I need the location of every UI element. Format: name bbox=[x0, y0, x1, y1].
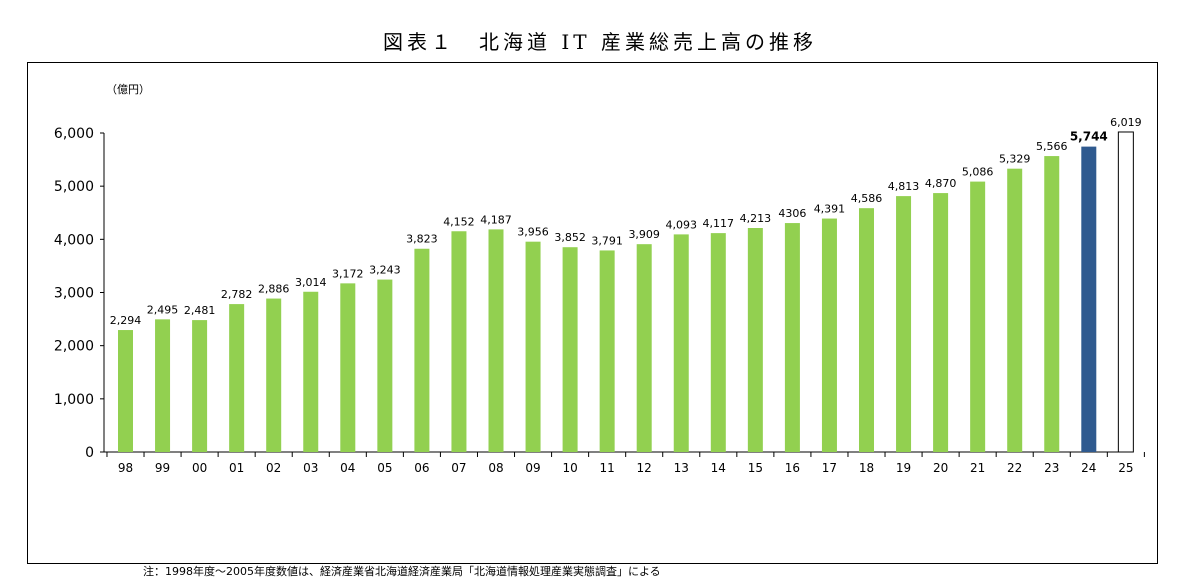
x-tick-label: 11 bbox=[600, 461, 615, 475]
y-tick-label: 5,000 bbox=[54, 179, 94, 195]
bar-25 bbox=[1117, 131, 1134, 453]
x-tick-label: 01 bbox=[229, 461, 244, 475]
bar-15 bbox=[747, 228, 763, 452]
bar-06 bbox=[414, 248, 430, 452]
data-label-14: 4,117 bbox=[703, 217, 735, 230]
x-tick-label: 16 bbox=[785, 461, 800, 475]
x-tick-label: 17 bbox=[822, 461, 837, 475]
data-label-18: 4,586 bbox=[851, 192, 883, 205]
data-label-15: 4,213 bbox=[740, 212, 772, 225]
y-tick-label: 1,000 bbox=[54, 392, 94, 408]
x-tick-label: 06 bbox=[414, 461, 429, 475]
y-axis-unit-label: （億円） bbox=[106, 83, 150, 96]
data-label-13: 4,093 bbox=[666, 218, 698, 231]
data-label-24: 5,744 bbox=[1070, 130, 1108, 144]
x-tick-label: 21 bbox=[970, 461, 985, 475]
x-tick-label: 20 bbox=[933, 461, 948, 475]
y-tick-label: 3,000 bbox=[54, 286, 94, 302]
data-label-11: 3,791 bbox=[591, 234, 623, 247]
data-label-21: 5,086 bbox=[962, 166, 994, 179]
bar-19 bbox=[896, 196, 912, 452]
data-label-16: 4306 bbox=[778, 207, 806, 220]
data-label-09: 3,956 bbox=[517, 226, 549, 239]
bar-01 bbox=[229, 304, 245, 452]
bar-03 bbox=[303, 291, 319, 452]
data-label-01: 2,782 bbox=[221, 288, 253, 301]
bar-21 bbox=[970, 181, 986, 452]
data-label-22: 5,329 bbox=[999, 153, 1030, 166]
x-tick-label: 02 bbox=[266, 461, 281, 475]
data-label-12: 3,909 bbox=[628, 228, 660, 241]
data-label-07: 4,152 bbox=[443, 215, 475, 228]
bar-23 bbox=[1044, 156, 1060, 452]
x-tick-label: 07 bbox=[451, 461, 466, 475]
data-label-03: 3,014 bbox=[295, 276, 327, 289]
x-tick-label: 00 bbox=[192, 461, 207, 475]
data-label-19: 4,813 bbox=[888, 180, 920, 193]
bar-12 bbox=[636, 244, 652, 452]
y-tick-label: 2,000 bbox=[54, 339, 94, 355]
bar-20 bbox=[933, 193, 949, 452]
x-tick-label: 18 bbox=[859, 461, 874, 475]
bar-04 bbox=[340, 283, 356, 452]
x-tick-label: 12 bbox=[637, 461, 652, 475]
data-label-06: 3,823 bbox=[406, 233, 438, 246]
x-tick-label: 99 bbox=[155, 461, 170, 475]
chart-title: 図表１ 北海道 IT 産業総売上高の推移 bbox=[383, 30, 817, 54]
bar-24 bbox=[1081, 146, 1097, 452]
x-tick-label: 19 bbox=[896, 461, 911, 475]
bar-08 bbox=[488, 229, 504, 452]
x-tick-label: 25 bbox=[1118, 461, 1133, 475]
x-tick-label: 09 bbox=[525, 461, 540, 475]
data-label-99: 2,495 bbox=[147, 303, 179, 316]
bar-chart: （億円） 0 1,000 2,000 3,000 4,000 5,000 6,000 2,294… bbox=[54, 83, 1145, 475]
bar-00 bbox=[192, 320, 208, 452]
y-tick-label: 6,000 bbox=[54, 126, 94, 142]
x-tick-label: 03 bbox=[303, 461, 318, 475]
bar-16 bbox=[784, 223, 800, 452]
x-tick-label: 22 bbox=[1007, 461, 1022, 475]
data-label-25: 6,019 bbox=[1110, 116, 1142, 129]
x-tick-label: 10 bbox=[562, 461, 577, 475]
x-tick-label: 14 bbox=[711, 461, 726, 475]
x-tick-label: 04 bbox=[340, 461, 355, 475]
bar-10 bbox=[562, 247, 578, 452]
y-tick-label: 4,000 bbox=[54, 232, 94, 248]
x-tick-label: 15 bbox=[748, 461, 763, 475]
bar-09 bbox=[525, 241, 541, 452]
data-label-04: 3,172 bbox=[332, 267, 364, 280]
x-tick-label: 98 bbox=[118, 461, 133, 475]
bar-22 bbox=[1007, 168, 1023, 452]
data-label-98: 2,294 bbox=[110, 314, 142, 327]
chart-frame: （億円） 0 1,000 2,000 3,000 4,000 5,000 6,000 2,294… bbox=[27, 62, 1158, 578]
data-label-08: 4,187 bbox=[480, 213, 512, 226]
bar-98 bbox=[118, 330, 133, 452]
y-tick-label: 0 bbox=[85, 445, 94, 461]
x-tick-label: 23 bbox=[1044, 461, 1059, 475]
data-label-05: 3,243 bbox=[369, 264, 401, 277]
bar-18 bbox=[859, 208, 874, 452]
bar-99 bbox=[155, 319, 171, 452]
data-label-17: 4,391 bbox=[814, 203, 846, 216]
bar-13 bbox=[673, 234, 689, 452]
data-label-10: 3,852 bbox=[554, 231, 586, 244]
data-label-23: 5,566 bbox=[1036, 140, 1068, 153]
data-label-20: 4,870 bbox=[925, 177, 957, 190]
bar-17 bbox=[821, 218, 837, 452]
x-tick-label: 05 bbox=[377, 461, 392, 475]
x-tick-label: 24 bbox=[1081, 461, 1096, 475]
data-label-02: 2,886 bbox=[258, 283, 290, 296]
bar-05 bbox=[377, 279, 393, 452]
bar-11 bbox=[599, 250, 615, 452]
x-tick-label: 13 bbox=[674, 461, 689, 475]
x-tick-label: 08 bbox=[488, 461, 503, 475]
bar-07 bbox=[451, 231, 467, 452]
data-label-00: 2,481 bbox=[184, 304, 216, 317]
bar-02 bbox=[266, 298, 282, 452]
footnote: 注：1998年度〜2005年度数値は、経済産業省北海道経済産業局「北海道情報処理… bbox=[143, 565, 661, 578]
bar-14 bbox=[710, 233, 726, 452]
